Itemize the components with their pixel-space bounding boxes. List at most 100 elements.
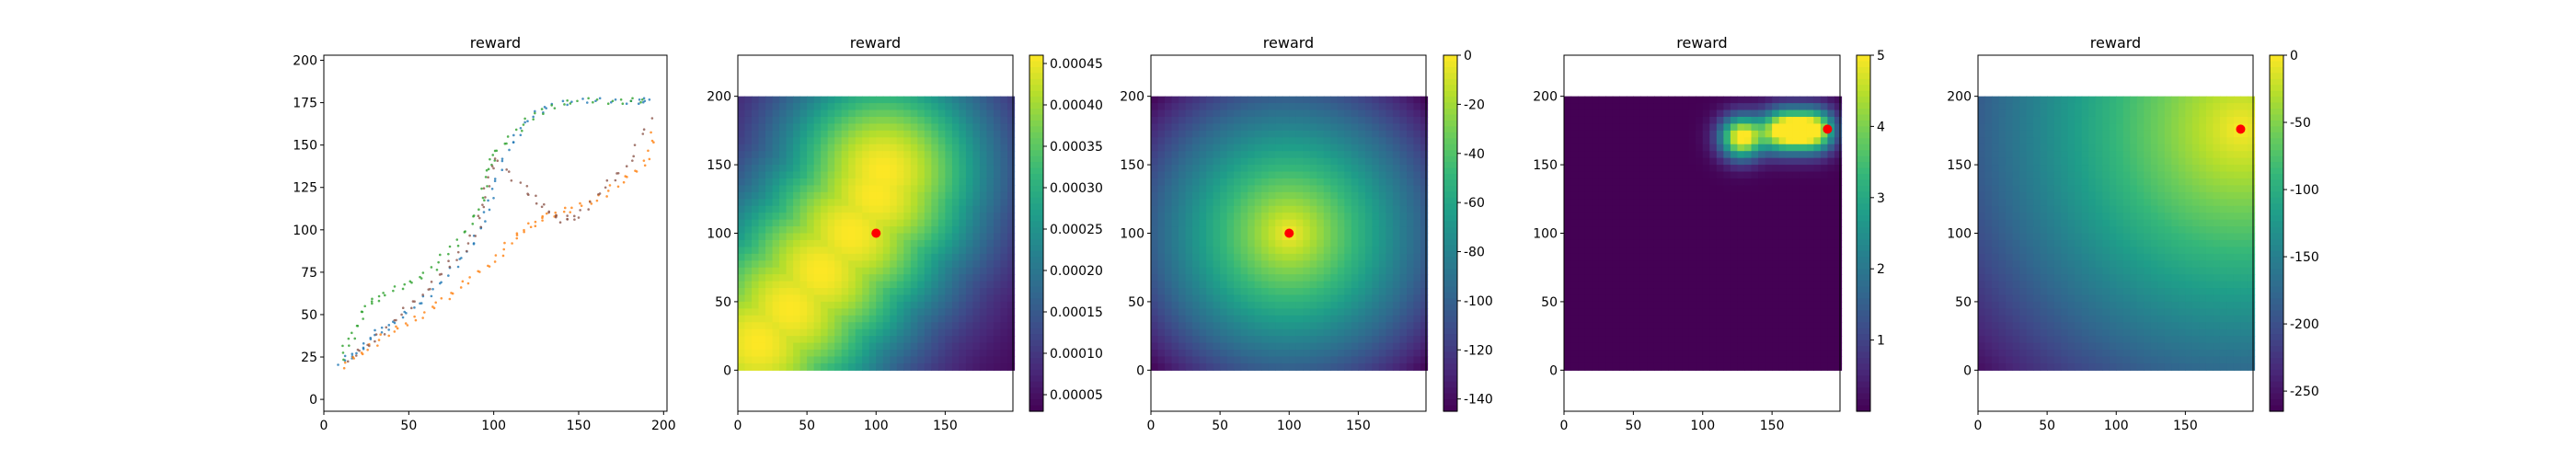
heatmap-cell: [765, 199, 774, 207]
heatmap-cell: [1358, 336, 1366, 344]
heatmap-cell: [1386, 356, 1394, 364]
heatmap-cell: [924, 226, 932, 235]
heatmap-cell: [1688, 253, 1696, 261]
scatter-point: [464, 230, 466, 233]
heatmap-cell: [1213, 362, 1221, 371]
heatmap-cell: [937, 281, 946, 289]
heatmap-cell: [1344, 191, 1352, 200]
heatmap-cell: [1261, 130, 1270, 138]
heatmap-cell: [1206, 274, 1214, 282]
heatmap-cell: [738, 294, 746, 303]
heatmap-cell: [1723, 362, 1731, 371]
heatmap-cell: [1289, 130, 1297, 138]
heatmap-cell: [738, 226, 746, 235]
heatmap-cell: [1358, 219, 1366, 227]
heatmap-cell: [1282, 130, 1290, 138]
heatmap-cell: [772, 260, 780, 269]
heatmap-cell: [1702, 157, 1710, 166]
heatmap-cell: [1647, 336, 1655, 344]
heatmap-cell: [1317, 130, 1325, 138]
heatmap-cell: [1220, 178, 1228, 186]
heatmap-cell: [1661, 151, 1669, 159]
heatmap-cell: [1323, 328, 1331, 337]
heatmap-cell: [1372, 301, 1380, 309]
heatmap-cell: [890, 116, 898, 125]
heatmap-cell: [1317, 301, 1325, 309]
heatmap-cell: [779, 103, 788, 111]
heatmap-cell: [959, 253, 967, 261]
heatmap-cell: [752, 294, 760, 303]
heatmap-cell: [855, 199, 863, 207]
heatmap-cell: [1751, 274, 1759, 282]
heatmap-cell: [1578, 219, 1586, 227]
heatmap-cell: [834, 362, 843, 371]
heatmap-cell: [744, 247, 753, 255]
heatmap-cell: [1392, 191, 1401, 200]
heatmap-cell: [786, 315, 794, 323]
scatter-point: [368, 344, 371, 348]
scatter-point: [570, 100, 573, 103]
heatmap-cell: [882, 247, 891, 255]
heatmap-cell: [1598, 328, 1606, 337]
x-tick-label: 150: [567, 419, 592, 433]
heatmap-cell: [1399, 315, 1408, 323]
heatmap-cell: [1282, 322, 1290, 330]
scatter-point: [534, 109, 536, 113]
colorbar-segment: [1443, 304, 1457, 311]
heatmap-cell: [896, 253, 904, 261]
heatmap-cell: [1702, 178, 1710, 186]
heatmap-cell: [890, 144, 898, 152]
heatmap-cell: [1171, 362, 1179, 371]
scatter-point: [466, 242, 470, 245]
heatmap-cell: [959, 356, 967, 364]
heatmap-cell: [1716, 233, 1724, 241]
heatmap-cell: [986, 260, 995, 269]
heatmap-cell: [1372, 362, 1380, 371]
heatmap-cell: [903, 336, 912, 344]
heatmap-cell: [1647, 157, 1655, 166]
heatmap-cell: [1317, 239, 1325, 247]
heatmap-cell: [813, 239, 822, 247]
heatmap-cell: [924, 233, 932, 241]
heatmap-cell: [1413, 233, 1421, 241]
heatmap-cell: [1765, 328, 1773, 337]
heatmap-cell: [1420, 213, 1429, 221]
heatmap-cell: [1234, 178, 1242, 186]
heatmap-cell: [1157, 233, 1166, 241]
heatmap-cell: [1344, 288, 1352, 296]
heatmap-cell: [1344, 130, 1352, 138]
heatmap-cell: [779, 178, 788, 186]
heatmap-cell: [1674, 362, 1683, 371]
heatmap-cell: [799, 288, 808, 296]
scatter-point: [515, 232, 519, 235]
heatmap-cell: [855, 328, 863, 337]
heatmap-cell: [1723, 151, 1731, 159]
heatmap-cell: [786, 116, 794, 125]
heatmap-cell: [1282, 288, 1290, 296]
heatmap-cell: [1344, 165, 1352, 173]
heatmap-cell: [1289, 350, 1297, 358]
heatmap-cell: [882, 253, 891, 261]
heatmap-cell: [738, 247, 746, 255]
heatmap-cell: [862, 336, 870, 344]
heatmap-cell: [1185, 205, 1193, 213]
heatmap-cell: [841, 109, 849, 118]
heatmap-cell: [1619, 165, 1627, 173]
heatmap-cell: [937, 191, 946, 200]
heatmap-cell: [1612, 191, 1620, 200]
heatmap-cell: [1413, 342, 1421, 351]
heatmap-cell: [1192, 260, 1201, 269]
heatmap-cell: [1564, 213, 1572, 221]
heatmap-cell: [1612, 342, 1620, 351]
heatmap-cell: [1220, 322, 1228, 330]
heatmap-cell: [862, 151, 870, 159]
heatmap-cell: [945, 109, 953, 118]
heatmap-cell: [986, 315, 995, 323]
heatmap-cell: [827, 239, 835, 247]
colorbar-segment: [1029, 174, 1043, 181]
heatmap-cell: [1289, 356, 1297, 364]
heatmap-cell: [993, 301, 1002, 309]
heatmap-cell: [1392, 239, 1401, 247]
heatmap-cell: [1151, 267, 1159, 275]
heatmap-cell: [951, 260, 960, 269]
